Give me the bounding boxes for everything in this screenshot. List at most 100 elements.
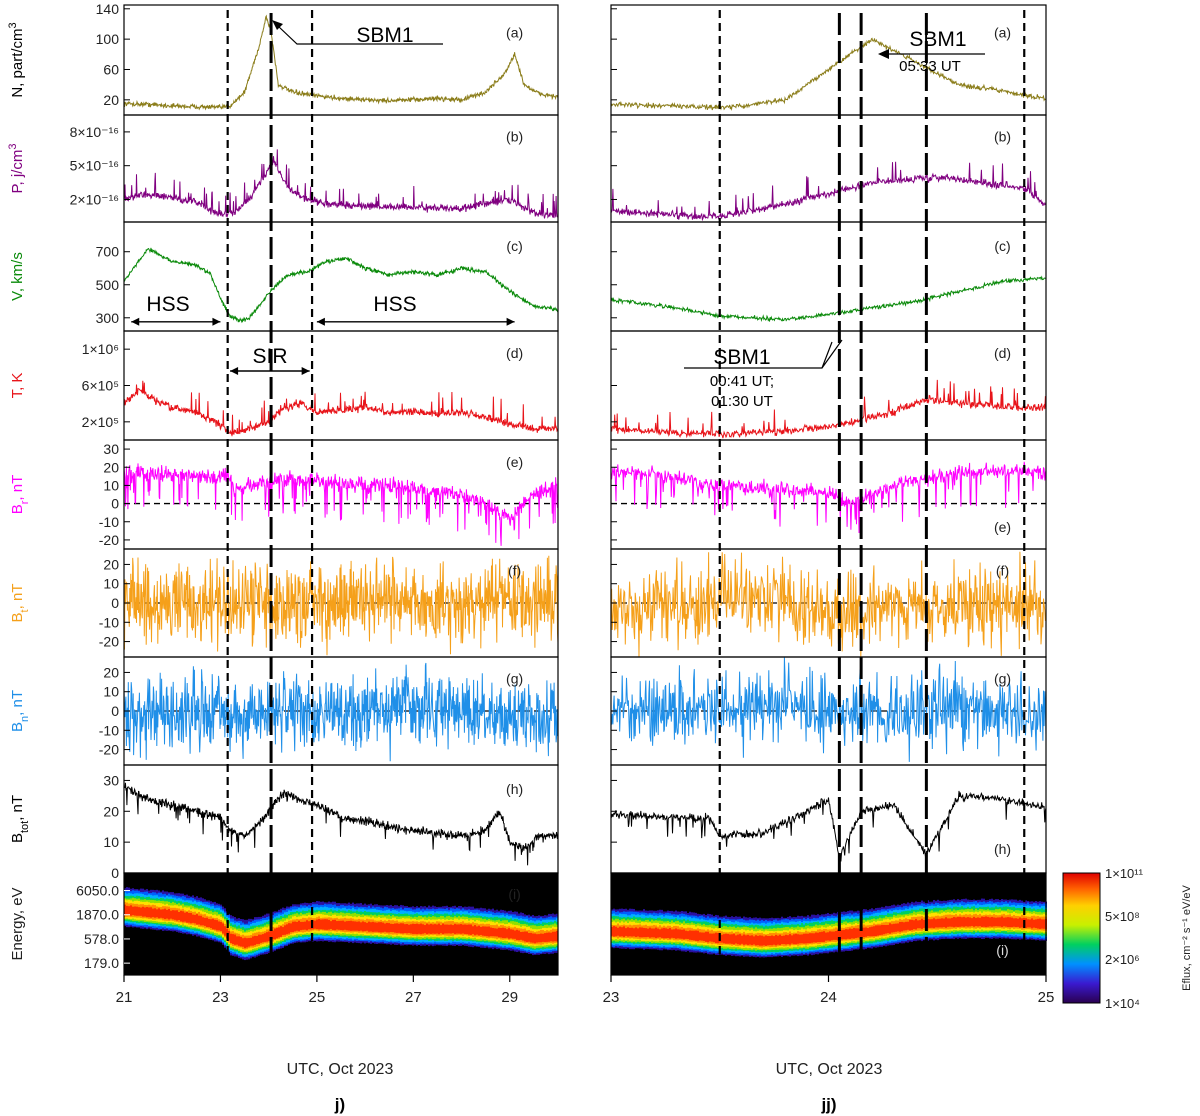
x-tick-label: 29 [501,989,518,1006]
panel-Bn-left: -20 -10 0 10 20 (g) [99,656,559,766]
annotation-sbm1-2: SBM1 [713,346,770,369]
y-tick-label: -10 [99,722,119,738]
y-axis-label: Br, nT [9,475,31,515]
panel-Btot-left: 0 10 20 30 (h) [103,764,559,881]
panel-tag: (h) [506,781,523,797]
y-tick-label: 6050.0 [76,883,119,899]
y-tick-label: 6×10⁵ [82,378,119,394]
series-line-Br [611,461,1046,534]
y-tick-label: 20 [103,664,119,680]
panel-tag: (e) [994,519,1011,535]
y-tick-label: 20 [103,556,119,572]
panel-V-right: (c) [610,221,1047,332]
annotation-times-1: 00:41 UT; [710,373,774,390]
panel-tag: (a) [994,25,1011,41]
panel-tag: (g) [506,671,523,687]
y-tick-label: 300 [96,310,120,326]
panel-N-left: 20 60 100 140 (a) [96,1,559,116]
panel-tag: (d) [506,345,523,361]
y-tick-label: 0 [111,865,119,881]
series-line-Bn [124,662,558,762]
panel-tag: (d) [994,345,1011,361]
x-tick-label: 25 [309,989,326,1006]
series-line-Btot [611,790,1046,862]
spectrogram-left: (i) 179.0 578.0 1870.0 6050.0 Energy, eV [9,872,559,976]
panel-tag: (c) [506,238,522,254]
panel-P-left: 2×10⁻¹⁶ 5×10⁻¹⁶ 8×10⁻¹⁶ (b) [70,114,559,223]
series-line-N [611,37,1046,112]
colorbar-gradient [1062,872,1101,1004]
y-tick-label: 10 [103,576,119,592]
panel-tag: (e) [506,454,523,470]
panel-tag: (i) [996,942,1008,958]
series-line-V [611,275,1046,323]
y-tick-label: 0 [111,595,119,611]
x-axis-titles: UTC, Oct 2023 UTC, Oct 2023 j) jj) [287,1061,883,1114]
panel-frame [123,872,559,976]
y-axis-labels: N, part/cm3 P, j/cm3 V, km/s T, K Br, nT Bt, … [7,22,31,843]
y-tick-label: 100 [96,31,120,47]
panel-tag: (a) [506,25,523,41]
x-tick-label: 21 [116,989,133,1006]
annotation-sbm1: SBM1 [356,24,413,47]
spectrogram-right: (i) [610,872,1047,976]
series-line-V [124,247,558,324]
panel-Br-left: -20 -10 0 10 20 30 (e) [99,439,559,550]
y-tick-label: 1×10⁶ [82,341,119,357]
series-line-Btot [124,782,558,866]
panel-T-left: 2×10⁵ 6×10⁵ 1×10⁶ (d) [82,330,559,441]
y-tick-label: 10 [103,477,119,493]
right-column-panels: (a) (b) (c) (d) (e) (f) (g) (h) (i) 23 24 25 SBM1 05:… [603,4,1055,1006]
panel-frame [610,330,1047,441]
y-tick-label: 30 [103,772,119,788]
panel-Br-right: (e) [610,439,1047,550]
series-line-Bn [611,657,1046,762]
y-tick-label: -20 [99,634,119,650]
panel-Btot-right: (h) [610,764,1047,874]
y-tick-label: 20 [103,459,119,475]
annotation-sbm1: SBM1 [909,28,966,51]
panel-Bt-left: -20 -10 0 10 20 (f) [99,548,559,658]
annotation-leader [277,25,443,45]
y-tick-label: 578.0 [84,931,119,947]
y-axis-label: N, part/cm3 [7,22,26,97]
colorbar-tick-label: 1×10¹¹ [1105,866,1144,881]
panel-tag: (c) [994,238,1010,254]
series-line-N [124,14,558,111]
y-tick-label: 140 [96,1,120,17]
annotation-hss-2: HSS [373,293,416,316]
annotation-hss-1: HSS [146,293,189,316]
panel-T-right: (d) [610,330,1047,441]
series-line-T [611,379,1046,439]
series-line-P [611,160,1046,222]
y-axis-label: Bt, nT [9,584,31,623]
y-tick-label: -20 [99,532,119,548]
x-tick-label: 23 [212,989,229,1006]
panel-tag: (f) [508,563,521,579]
colorbar-tick-label: 1×10⁴ [1105,996,1140,1011]
colorbar-tick-label: 5×10⁸ [1105,909,1140,924]
spectrogram-ylabel: Energy, eV [9,887,26,960]
panel-frame [123,114,559,223]
panel-tag: (i) [508,886,520,902]
x-tick-label: 25 [1038,989,1055,1006]
series-line-Bt [611,551,1046,657]
annotations-left: SBM1 HSS HSS SIR [131,20,515,375]
panel-tag: (g) [994,671,1011,687]
series-line-T [124,380,558,437]
panel-frame [610,764,1047,874]
x-axis-title-right: UTC, Oct 2023 [776,1061,883,1078]
y-axis-label: Btot, nT [9,795,31,843]
annotation-arrowhead [878,49,889,59]
y-tick-label: 179.0 [84,955,119,971]
y-tick-label: 60 [103,61,119,77]
annotation-time: 05:33 UT [899,58,961,75]
panel-frame [123,330,559,441]
annotations-right: SBM1 05:33 UT SBM1 00:41 UT; 01:30 UT [684,28,985,410]
panel-tag: (b) [994,128,1011,144]
panel-P-right: (b) [610,114,1047,223]
y-tick-label: 2×10⁵ [82,414,119,430]
series-line-P [124,149,558,219]
panel-frame [610,4,1047,116]
